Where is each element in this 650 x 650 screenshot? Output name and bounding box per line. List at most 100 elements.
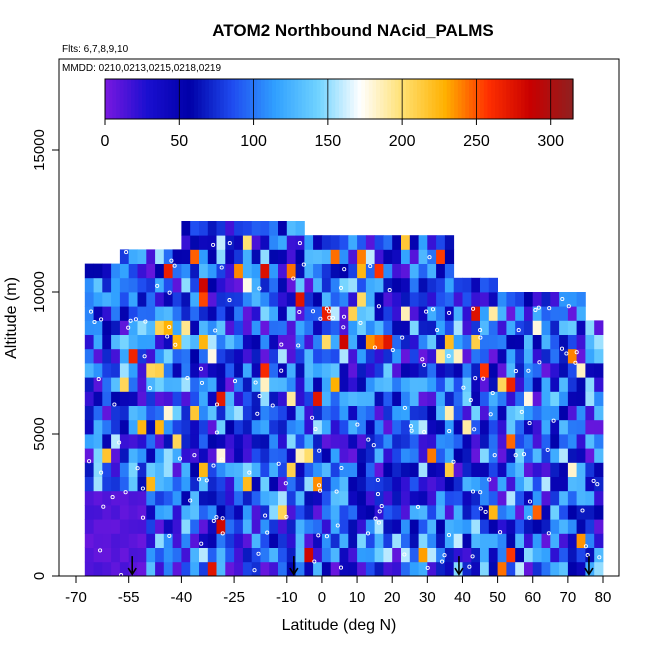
- heatmap-cell: [330, 306, 340, 321]
- heatmap-cell: [401, 519, 411, 534]
- heatmap-cell: [234, 320, 244, 335]
- heatmap-cell: [269, 405, 279, 421]
- heatmap-cell: [541, 391, 551, 406]
- sample-marker: [101, 504, 106, 509]
- heatmap-cell: [207, 434, 217, 449]
- colorbar-swatch: [131, 79, 136, 119]
- heatmap-cell: [242, 363, 253, 378]
- heatmap-cell: [427, 235, 437, 250]
- heatmap-cell: [427, 448, 437, 463]
- heatmap-cell: [330, 547, 340, 563]
- sample-marker: [185, 375, 190, 381]
- sample-marker: [214, 402, 220, 407]
- colorbar-swatch: [171, 79, 177, 119]
- heatmap-cell: [199, 419, 209, 435]
- heatmap-cell: [190, 490, 200, 506]
- x-tick-label: -70: [65, 589, 87, 606]
- heatmap-cell: [427, 377, 437, 392]
- heatmap-cell: [234, 306, 244, 321]
- heatmap-cell: [207, 221, 217, 236]
- heatmap-cell: [199, 490, 209, 506]
- heatmap-cell: [453, 462, 463, 477]
- heatmap-cell: [357, 505, 367, 520]
- sample-marker: [96, 377, 101, 382]
- heatmap-cell: [383, 348, 393, 364]
- heatmap-cell: [524, 391, 534, 406]
- heatmap-cell: [111, 377, 121, 392]
- heatmap-cell: [480, 547, 490, 563]
- heatmap-cell: [339, 320, 349, 335]
- heatmap-cell: [199, 405, 209, 421]
- heatmap-cell: [383, 235, 393, 250]
- heatmap-cell: [269, 462, 279, 477]
- heatmap-cell: [119, 476, 130, 492]
- heatmap-cell: [172, 391, 182, 406]
- heatmap-cell: [286, 448, 296, 463]
- sample-marker: [470, 489, 476, 494]
- colorbar-swatch: [461, 79, 466, 119]
- heatmap-cell: [471, 533, 481, 548]
- heatmap-cell: [357, 348, 367, 364]
- heatmap-cell: [401, 533, 411, 548]
- x-tick-label: 40: [454, 589, 471, 606]
- heatmap-cell: [339, 419, 349, 435]
- heatmap-cell: [190, 363, 200, 378]
- heatmap-cell: [190, 519, 200, 534]
- heatmap-cell: [278, 519, 288, 534]
- heatmap-cell: [207, 377, 217, 392]
- heatmap-cell: [321, 363, 332, 378]
- heatmap-cell: [225, 476, 235, 492]
- heatmap-cell: [190, 306, 200, 321]
- colorbar-swatch: [186, 79, 192, 119]
- heatmap-cell: [93, 334, 103, 350]
- heatmap-cell: [506, 462, 516, 477]
- sample-marker: [301, 262, 306, 267]
- heatmap-cell: [84, 547, 94, 563]
- colorbar-swatch: [105, 79, 110, 119]
- heatmap-cell: [216, 292, 226, 307]
- heatmap-cell: [418, 391, 428, 406]
- heatmap-cell: [418, 334, 428, 350]
- heatmap-cell: [181, 419, 191, 435]
- sample-marker: [279, 368, 284, 373]
- heatmap-cell: [146, 448, 156, 463]
- heatmap-cell: [524, 505, 534, 520]
- heatmap-cell: [480, 519, 490, 534]
- heatmap-cell: [242, 476, 253, 492]
- heatmap-cell: [515, 533, 525, 548]
- heatmap-cell: [313, 533, 323, 548]
- heatmap-cell: [374, 519, 384, 534]
- heatmap-cell: [480, 405, 490, 421]
- sample-marker: [430, 307, 436, 312]
- heatmap-cell: [576, 533, 586, 548]
- heatmap-cell: [137, 448, 147, 463]
- heatmap-cell: [304, 476, 314, 492]
- heatmap-cell: [207, 263, 217, 279]
- heatmap-cell: [269, 377, 279, 392]
- heatmap-cell: [339, 462, 349, 477]
- heatmap-cell: [119, 448, 130, 463]
- heatmap-cell: [524, 434, 534, 449]
- heatmap-cell: [111, 490, 121, 506]
- heatmap-cell: [365, 561, 376, 577]
- heatmap-cell: [401, 263, 411, 279]
- colorbar-swatch: [305, 79, 310, 119]
- heatmap-cell: [418, 249, 428, 264]
- heatmap-cell: [181, 348, 191, 364]
- heatmap-cell: [155, 391, 165, 406]
- heatmap-cell: [330, 263, 340, 279]
- sample-marker: [478, 506, 483, 511]
- heatmap-cell: [550, 462, 560, 477]
- sample-marker: [252, 568, 257, 573]
- heatmap-cell: [339, 363, 349, 378]
- sample-marker: [310, 415, 315, 420]
- heatmap-cell: [172, 519, 182, 534]
- heatmap-cell: [497, 419, 507, 435]
- heatmap-cell: [190, 419, 200, 435]
- heatmap-cell: [216, 363, 226, 378]
- heatmap-cell: [524, 448, 534, 463]
- heatmap-cell: [365, 448, 376, 463]
- heatmap-cell: [436, 249, 446, 264]
- heatmap-cell: [260, 292, 270, 307]
- heatmap-cell: [453, 519, 463, 534]
